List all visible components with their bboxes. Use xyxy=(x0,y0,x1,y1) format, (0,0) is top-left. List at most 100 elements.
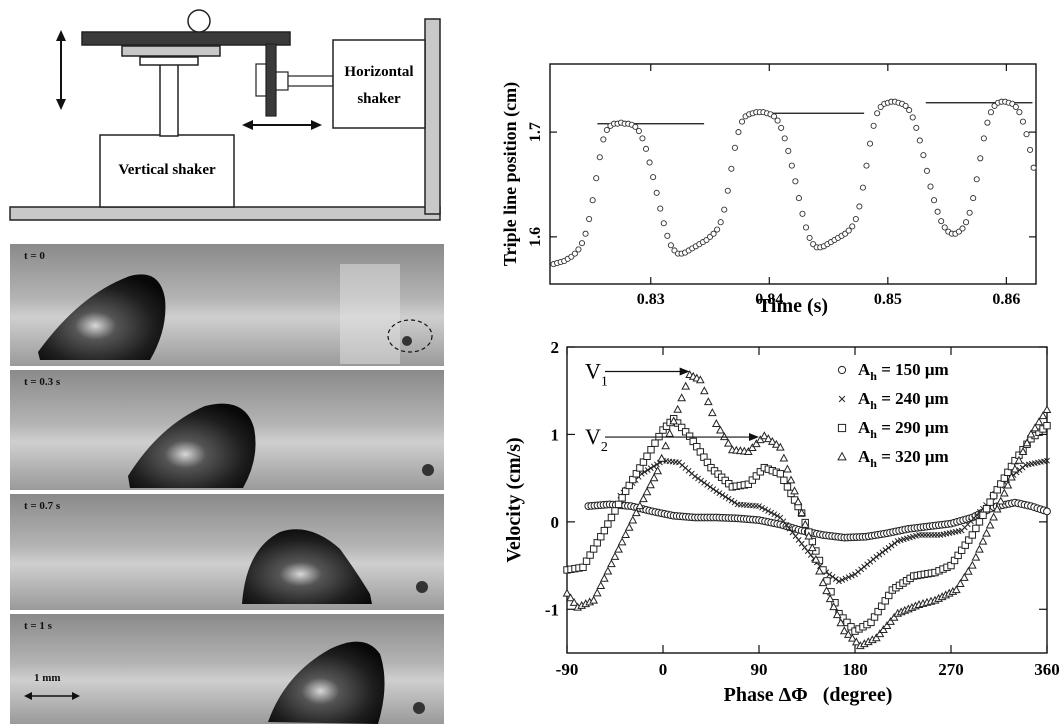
data-point xyxy=(596,154,603,161)
data-point xyxy=(763,434,773,443)
x-axis-label: Time (s) xyxy=(758,295,828,317)
data-point xyxy=(579,563,587,572)
data-point xyxy=(677,393,687,402)
support-plate xyxy=(121,45,221,57)
data-point xyxy=(975,544,984,553)
data-point xyxy=(665,428,675,437)
data-point xyxy=(1043,507,1051,516)
plot-frame xyxy=(566,346,1048,654)
data-point xyxy=(728,165,735,172)
data-point xyxy=(863,162,870,169)
data-point xyxy=(621,530,631,539)
legend-label: Ah = 320 μm xyxy=(858,447,949,470)
data-point xyxy=(589,197,596,204)
data-point xyxy=(832,610,842,619)
x-tick-label: 0.83 xyxy=(637,291,665,308)
legend-label: Ah = 240 μm xyxy=(858,389,949,412)
x-tick-label: -90 xyxy=(556,660,579,679)
data-point xyxy=(1018,447,1028,455)
data-point xyxy=(1038,411,1048,420)
data-point xyxy=(657,453,667,462)
data-point xyxy=(698,477,705,484)
data-point xyxy=(657,205,664,212)
data-point xyxy=(971,552,981,561)
data-point xyxy=(1044,457,1050,464)
data-point xyxy=(985,520,995,529)
data-point xyxy=(1034,417,1044,426)
data-point xyxy=(829,602,839,611)
photo-image xyxy=(10,494,444,610)
data-point xyxy=(752,472,761,480)
data-point xyxy=(578,240,586,247)
connector-arm xyxy=(265,43,277,117)
data-point xyxy=(885,544,892,551)
data-point xyxy=(1007,472,1016,481)
data-point xyxy=(731,144,738,151)
data-point xyxy=(653,466,663,475)
data-point xyxy=(762,506,769,513)
data-point xyxy=(955,579,965,587)
data-point xyxy=(906,107,913,114)
connector-rod xyxy=(275,71,289,91)
data-point xyxy=(722,493,729,500)
horizontal-shaker-label-2: shaker xyxy=(357,91,401,107)
horizontal-shaker-label: Horizontal xyxy=(344,64,413,80)
data-point xyxy=(851,637,861,646)
data-point xyxy=(624,522,634,531)
data-point xyxy=(582,230,589,237)
legend-item: Ah = 150 μm xyxy=(837,360,949,383)
data-point xyxy=(815,566,824,575)
data-point xyxy=(1019,118,1027,125)
data-point xyxy=(849,223,856,230)
data-point xyxy=(677,423,686,432)
data-point xyxy=(1027,146,1034,153)
data-point xyxy=(703,397,713,406)
data-point xyxy=(642,145,650,152)
data-point xyxy=(873,553,880,560)
velocity-chart: -90 0 90 180 270 360 -1 0 1 2 V1 V2 Ah = 150 μm Ah … xyxy=(503,338,1060,706)
data-point xyxy=(882,547,889,553)
data-point xyxy=(984,119,991,126)
data-point xyxy=(649,473,659,482)
data-point xyxy=(845,227,852,234)
data-point xyxy=(875,629,885,638)
data-point xyxy=(941,224,948,231)
data-point xyxy=(774,117,781,124)
y-axis-label: Velocity (cm/s) xyxy=(503,437,525,562)
data-point xyxy=(843,629,853,638)
data-point xyxy=(756,503,762,510)
data-point xyxy=(870,122,877,129)
data-point xyxy=(913,124,920,131)
data-point xyxy=(646,480,655,489)
data-point xyxy=(982,528,991,537)
data-point xyxy=(783,483,792,491)
data-point xyxy=(1022,438,1032,447)
arrow-left-icon xyxy=(242,120,253,130)
arrow-right-icon xyxy=(749,433,759,442)
data-point xyxy=(747,443,757,452)
photo-time-label: t = 1 s xyxy=(24,620,52,632)
x-tick-label: 180 xyxy=(842,660,868,679)
data-point xyxy=(989,512,999,521)
series-x xyxy=(617,457,1050,585)
data-point xyxy=(759,431,769,440)
data-point xyxy=(951,585,961,594)
data-point xyxy=(825,594,835,603)
data-point xyxy=(704,481,711,488)
data-point xyxy=(968,531,977,539)
data-point xyxy=(669,416,679,425)
data-point xyxy=(856,203,863,210)
data-point xyxy=(788,162,795,169)
data-point xyxy=(839,626,849,635)
data-point xyxy=(714,226,721,233)
data-point xyxy=(628,515,638,524)
data-point xyxy=(780,476,788,485)
vertical-shaker-head xyxy=(139,56,199,66)
base-plate xyxy=(9,206,441,221)
data-point xyxy=(695,375,705,384)
series-triangle xyxy=(562,370,1052,650)
data-point xyxy=(874,110,881,117)
data-point xyxy=(650,463,657,470)
data-point xyxy=(713,488,720,495)
data-point xyxy=(647,465,654,472)
